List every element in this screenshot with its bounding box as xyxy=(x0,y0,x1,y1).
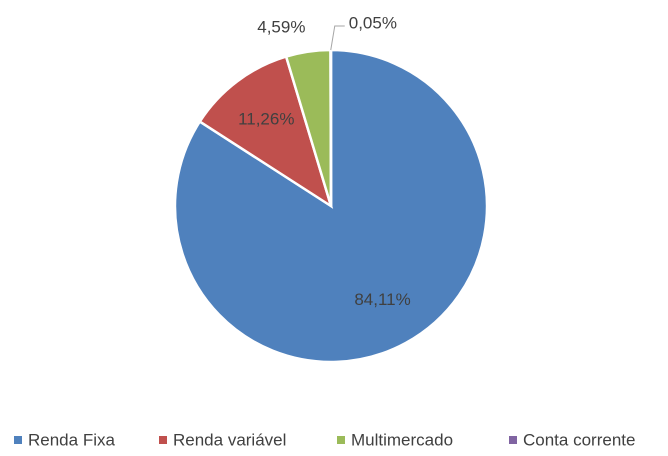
legend-label: Multimercado xyxy=(351,430,453,449)
legend-label: Renda Fixa xyxy=(28,430,115,449)
data-label: 0,05% xyxy=(349,13,397,32)
legend-label: Renda variável xyxy=(173,430,286,449)
legend-marker xyxy=(159,436,167,444)
data-label: 84,11% xyxy=(354,290,410,309)
data-label: 4,59% xyxy=(257,17,305,36)
legend-marker xyxy=(337,436,345,444)
data-label: 11,26% xyxy=(238,109,294,128)
legend-marker xyxy=(509,436,517,444)
pie-slice xyxy=(198,55,334,209)
legend-label: Conta corrente xyxy=(523,430,635,449)
leader-line xyxy=(330,25,345,51)
legend-marker xyxy=(14,436,22,444)
